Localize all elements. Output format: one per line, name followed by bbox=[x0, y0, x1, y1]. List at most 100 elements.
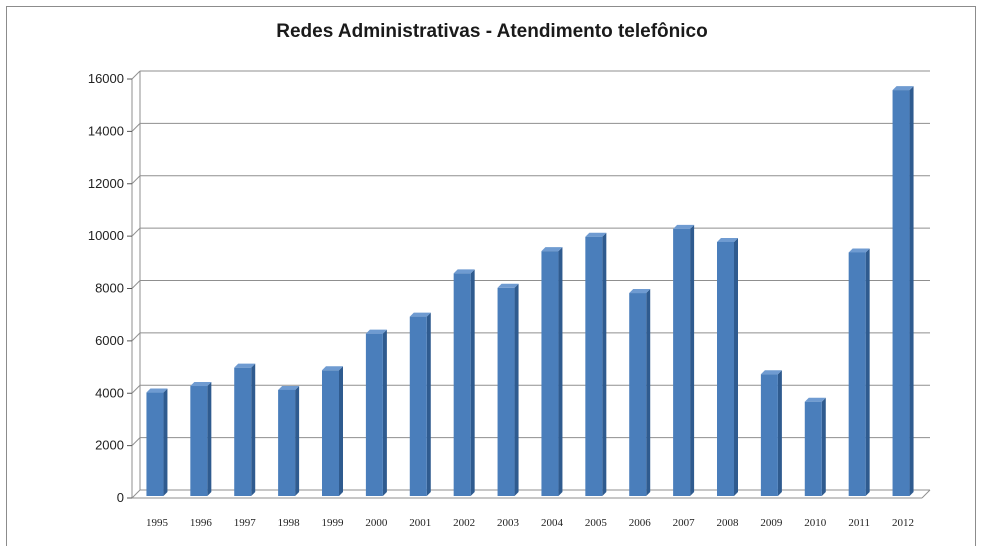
bar-side bbox=[207, 382, 212, 496]
bar-top bbox=[804, 397, 826, 402]
bar bbox=[892, 86, 914, 496]
y-tick-label: 4000 bbox=[95, 385, 124, 400]
bar-side bbox=[690, 224, 695, 496]
y-tick-label: 2000 bbox=[95, 438, 124, 453]
bar bbox=[322, 366, 343, 496]
gridline-depth bbox=[131, 175, 141, 185]
bar-side bbox=[426, 312, 431, 496]
bar-front bbox=[497, 287, 515, 496]
x-tick-label: 2006 bbox=[629, 517, 652, 529]
bar-front bbox=[365, 333, 383, 496]
bar bbox=[717, 237, 738, 496]
gridline-depth bbox=[131, 280, 141, 289]
y-tick-label: 8000 bbox=[95, 281, 124, 296]
bar-front bbox=[146, 392, 164, 496]
bar-front bbox=[278, 389, 296, 496]
bar-front bbox=[322, 370, 339, 496]
x-tick-label: 1996 bbox=[190, 517, 213, 529]
bar-top bbox=[365, 329, 387, 334]
y-tick-label: 16000 bbox=[88, 71, 124, 86]
bar-top bbox=[848, 248, 870, 253]
bar-front bbox=[673, 228, 691, 496]
bar-front bbox=[585, 236, 603, 496]
bar-side bbox=[514, 283, 519, 496]
bar bbox=[848, 248, 870, 496]
y-tick-labels: 0 2000 4000 6000 8000 10000 12000 14000 16000 bbox=[88, 71, 124, 505]
bar-top bbox=[585, 232, 607, 237]
bar-top bbox=[760, 370, 782, 375]
bar-side bbox=[734, 237, 738, 496]
y-tick-label: 10000 bbox=[88, 228, 124, 243]
bar-side bbox=[163, 388, 168, 496]
bar-front bbox=[541, 251, 559, 496]
bar-front bbox=[804, 401, 822, 496]
bar bbox=[629, 289, 651, 496]
bar bbox=[760, 370, 782, 496]
bar bbox=[234, 363, 256, 496]
x-tick-label: 2004 bbox=[541, 517, 564, 529]
bar bbox=[365, 329, 387, 496]
x-tick-label: 2011 bbox=[848, 517, 870, 529]
x-tick-label: 1995 bbox=[146, 517, 169, 529]
bar bbox=[278, 385, 300, 496]
bar bbox=[190, 382, 212, 496]
x-tick-label: 2001 bbox=[409, 517, 431, 529]
bar bbox=[673, 224, 695, 496]
bar-top bbox=[234, 363, 256, 368]
bar-side bbox=[382, 329, 387, 496]
bars-layer bbox=[146, 86, 914, 496]
x-tick-label: 2007 bbox=[673, 517, 696, 529]
bar-top bbox=[278, 385, 300, 390]
x-tick-label: 2000 bbox=[365, 517, 388, 529]
grid-layer bbox=[131, 70, 930, 499]
bar-front bbox=[717, 241, 734, 496]
bar-front bbox=[892, 90, 910, 496]
gridline-depth bbox=[131, 70, 141, 80]
bar-top bbox=[453, 269, 475, 274]
bar-side bbox=[558, 247, 563, 496]
bar-top bbox=[541, 247, 563, 252]
axis-layer bbox=[127, 71, 931, 499]
bar-front bbox=[848, 252, 866, 496]
bar-side bbox=[646, 289, 651, 496]
bar bbox=[409, 312, 431, 496]
y-tick-label: 0 bbox=[117, 490, 124, 505]
x-tick-label: 2009 bbox=[760, 517, 783, 529]
y-tick-label: 12000 bbox=[88, 176, 124, 191]
bar bbox=[804, 397, 826, 496]
x-tick-label: 2008 bbox=[717, 517, 740, 529]
bar-side bbox=[470, 269, 475, 496]
bar-top bbox=[322, 366, 343, 371]
bar-side bbox=[909, 86, 914, 496]
bar-top bbox=[146, 388, 168, 393]
bar bbox=[585, 232, 607, 496]
gridline-depth bbox=[131, 437, 141, 446]
floor-right-edge bbox=[921, 489, 931, 499]
bar-front bbox=[629, 293, 647, 496]
gridline-depth bbox=[131, 384, 141, 394]
x-tick-label: 2010 bbox=[804, 517, 827, 529]
gridline-depth bbox=[131, 332, 141, 342]
bar-front bbox=[190, 386, 208, 496]
bar-top bbox=[409, 312, 431, 317]
gridline-depth bbox=[131, 227, 141, 237]
bar-top bbox=[497, 283, 519, 288]
bar-top bbox=[190, 382, 212, 387]
bar-front bbox=[760, 374, 778, 496]
bar-top bbox=[892, 86, 914, 91]
bar-front bbox=[409, 316, 427, 496]
x-tick-label: 2002 bbox=[453, 517, 475, 529]
chart-title: Redes Administrativas - Atendimento tele… bbox=[276, 21, 708, 42]
bar bbox=[453, 269, 475, 496]
bar-side bbox=[777, 370, 782, 496]
bar-side bbox=[251, 363, 256, 496]
y-tick-label: 14000 bbox=[88, 123, 124, 138]
x-tick-label: 1998 bbox=[278, 517, 301, 529]
bar bbox=[146, 388, 168, 496]
bar-top bbox=[717, 237, 738, 242]
bar-front bbox=[453, 273, 471, 496]
x-tick-label: 1999 bbox=[322, 517, 345, 529]
y-tick-label: 6000 bbox=[95, 333, 124, 348]
bar-side bbox=[865, 248, 870, 496]
gridline-depth bbox=[131, 489, 141, 499]
